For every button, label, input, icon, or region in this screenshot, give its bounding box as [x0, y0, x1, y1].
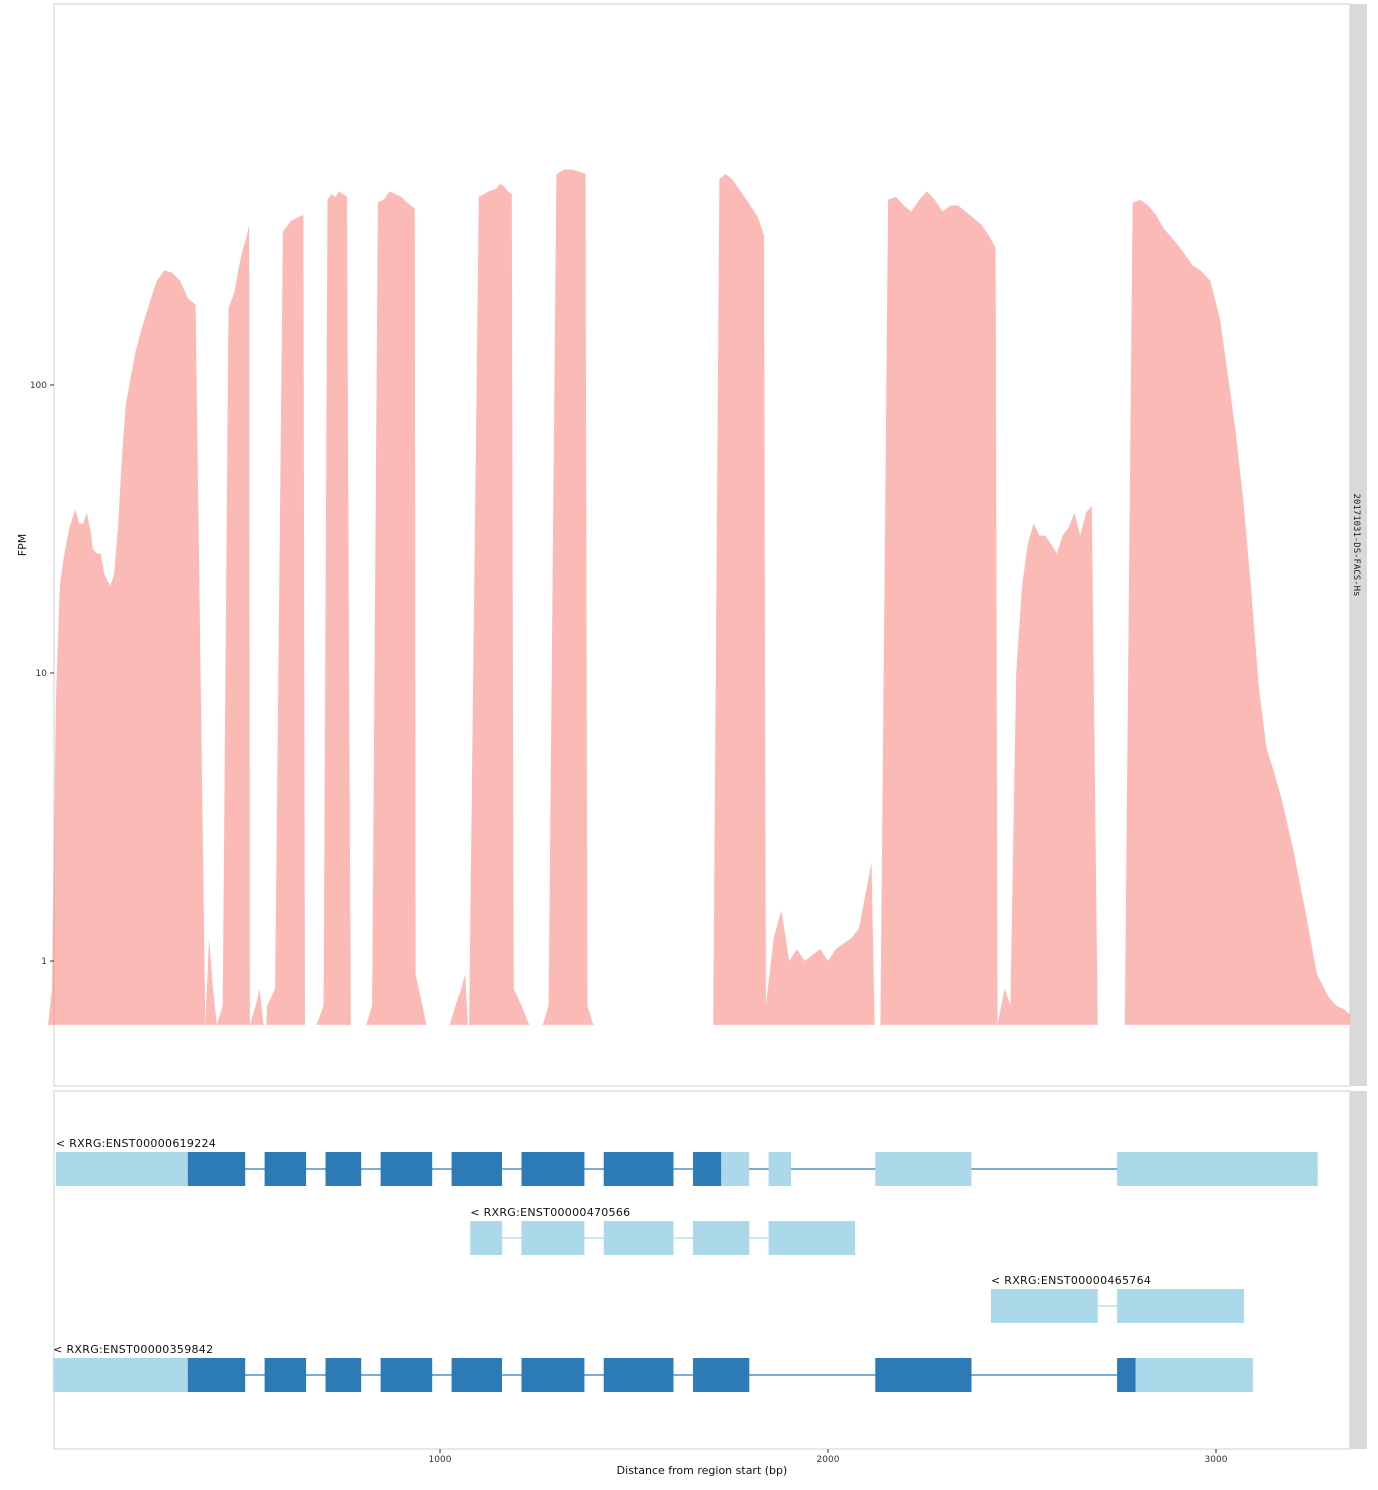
y-tick-label: 1	[41, 957, 47, 967]
x-axis: 1000 2000 3000	[429, 1449, 1228, 1465]
coding-exon	[603, 1152, 674, 1186]
x-tick-label: 3000	[1205, 1455, 1228, 1465]
transcript-3: < RXRG:ENST00000465764	[990, 1274, 1244, 1323]
y-tick-label: 10	[36, 669, 48, 679]
utr-exon	[521, 1221, 585, 1255]
transcript-track: < RXRG:ENST00000619224 < RXRG:ENST0000047…	[53, 1137, 1318, 1392]
y-axis: 1 10 100	[30, 381, 54, 967]
coding-exon	[693, 1358, 750, 1392]
utr-exon	[470, 1221, 503, 1255]
coding-exon	[603, 1358, 674, 1392]
transcript-label: < RXRG:ENST00000465764	[991, 1274, 1151, 1287]
utr-exon	[1117, 1289, 1244, 1323]
coding-exon	[521, 1358, 585, 1392]
coding-exon	[693, 1152, 722, 1186]
utr-exon	[55, 1152, 188, 1186]
coding-exon	[187, 1358, 246, 1392]
utr-exon	[768, 1152, 792, 1186]
utr-exon	[1117, 1152, 1318, 1186]
utr-exon	[721, 1152, 750, 1186]
coding-exon	[521, 1152, 585, 1186]
coding-exon	[325, 1358, 362, 1392]
transcript-label: < RXRG:ENST00000359842	[53, 1343, 213, 1356]
transcript-label: < RXRG:ENST00000619224	[56, 1137, 216, 1150]
coding-exon	[451, 1152, 502, 1186]
x-axis-title: Distance from region start (bp)	[617, 1464, 788, 1477]
x-tick-label: 1000	[429, 1455, 452, 1465]
coverage-area-layer	[48, 169, 1357, 1025]
x-tick-label: 2000	[817, 1455, 840, 1465]
utr-exon	[768, 1221, 856, 1255]
coverage-area	[48, 169, 1357, 1025]
coding-exon	[451, 1358, 502, 1392]
coding-exon	[380, 1152, 433, 1186]
coding-exon	[264, 1358, 307, 1392]
utr-exon	[991, 1289, 1098, 1323]
coding-exon	[875, 1358, 972, 1392]
utr-exon	[1135, 1358, 1253, 1392]
transcript-2: < RXRG:ENST00000470566	[470, 1206, 856, 1255]
coding-exon	[325, 1152, 362, 1186]
coding-exon	[1117, 1358, 1136, 1392]
coding-exon	[264, 1152, 307, 1186]
utr-exon	[603, 1221, 674, 1255]
coding-exon	[380, 1358, 433, 1392]
coding-exon	[187, 1152, 246, 1186]
utr-exon	[53, 1358, 188, 1392]
transcript-4: < RXRG:ENST00000359842	[53, 1343, 1253, 1392]
transcript-1: < RXRG:ENST00000619224	[55, 1137, 1318, 1186]
y-tick-label: 100	[30, 381, 47, 391]
utr-exon	[693, 1221, 750, 1255]
y-axis-title: FPM	[16, 534, 29, 556]
facet-strip-label: 20171031-DS-FACS-Hs	[1351, 494, 1361, 597]
transcript-panel-background	[53, 1090, 1351, 1450]
transcript-label: < RXRG:ENST00000470566	[470, 1206, 630, 1219]
utr-exon	[875, 1152, 972, 1186]
facet-strip	[1350, 4, 1367, 1086]
facet-strip-bottom	[1350, 1091, 1367, 1449]
